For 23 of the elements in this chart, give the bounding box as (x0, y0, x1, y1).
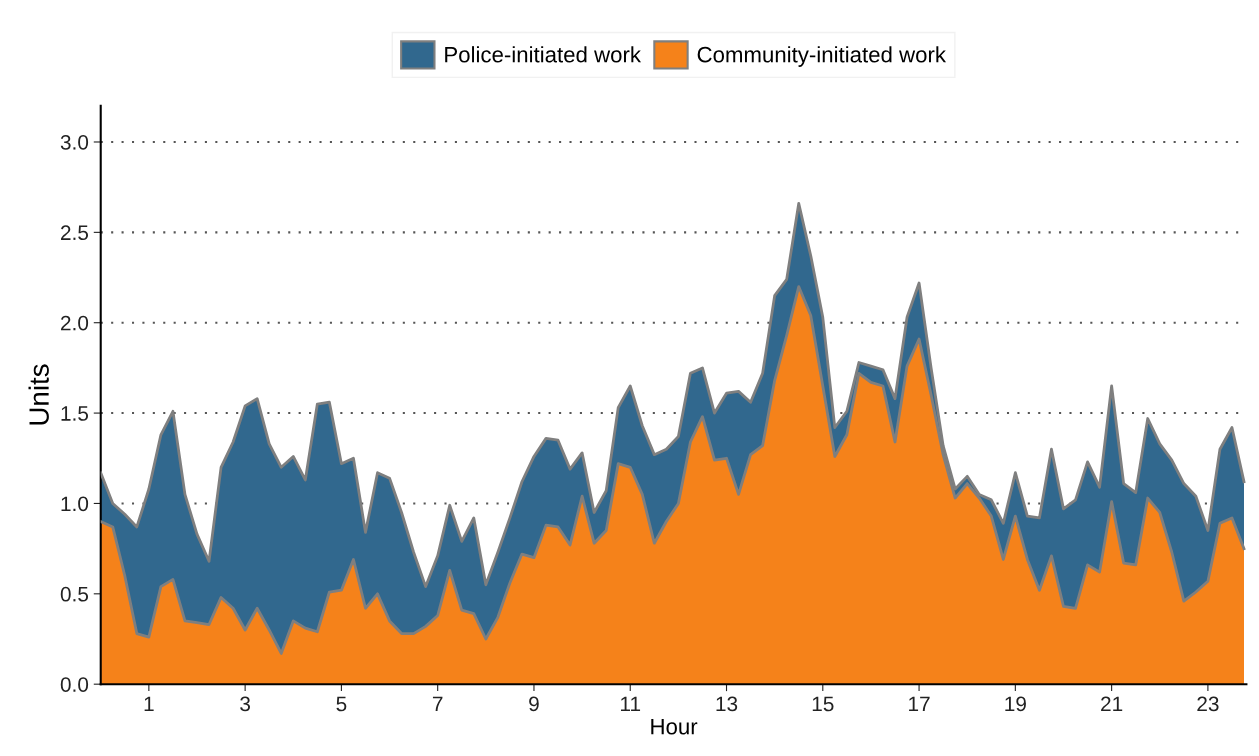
x-tick-label: 9 (529, 696, 539, 712)
x-tick-label: 15 (812, 696, 834, 712)
x-tick-label: 17 (909, 696, 930, 712)
x-tick-label: 11 (621, 696, 641, 712)
y-tick-label: 2.0 (61, 315, 89, 331)
y-tick-label: 2.5 (61, 225, 89, 241)
x-tick-label: 19 (1005, 696, 1026, 712)
x-tick-label: 5 (336, 696, 347, 712)
y-tick-label: 1.5 (61, 406, 89, 421)
x-tick-label: 7 (432, 696, 443, 712)
x-tick-label: 23 (1197, 696, 1219, 712)
x-tick-label: 3 (240, 696, 251, 712)
y-tick-label: 3.0 (60, 134, 89, 150)
x-axis-title: Hour (651, 719, 698, 735)
y-tick-label: 1.0 (61, 496, 89, 512)
x-tick-label: 1 (144, 696, 154, 712)
y-tick-label: 0.0 (60, 677, 89, 692)
legend-label: Police-initiated work (445, 46, 642, 63)
legend-label: Community-initiated work (697, 46, 947, 67)
x-tick-label: 21 (1101, 696, 1123, 712)
y-axis-title: Units (28, 364, 49, 425)
y-tick-label: 0.5 (60, 586, 89, 602)
x-tick-label: 13 (716, 696, 738, 712)
